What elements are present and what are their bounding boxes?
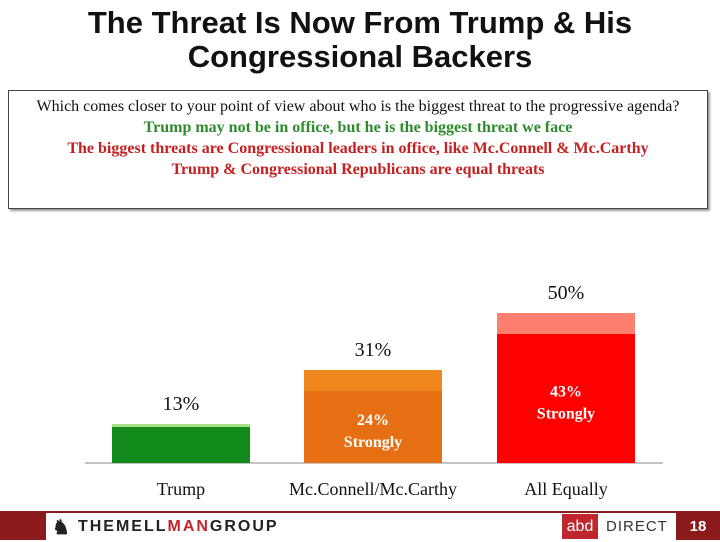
question-text: Which comes closer to your point of view…: [36, 98, 680, 115]
bar-chart: 13% Trump 31% 24% Strongly Mc.Connell/Mc.Cart…: [85, 282, 663, 499]
bar-soft-0: [112, 424, 250, 427]
strong-label-1: 24%: [357, 412, 389, 429]
logo-part-the: THE: [77, 518, 116, 535]
strong-sublabel-1: Strongly: [344, 434, 402, 451]
page-title: The Threat Is Now From Trump & His Congr…: [0, 6, 720, 74]
mellman-group-logo: ♞ THE MELL MAN GROUP: [52, 515, 279, 539]
category-label-1: Mc.Connell/Mc.Carthy: [289, 479, 457, 499]
logo-part-group: GROUP: [209, 518, 279, 535]
page-number: 18: [676, 513, 720, 540]
abd-logo: abd: [562, 514, 598, 539]
footer: ♞ THE MELL MAN GROUP abd DIRECT 18: [0, 511, 720, 542]
bar-strong-1: [304, 391, 442, 463]
total-label-2: 50%: [548, 282, 585, 304]
option-congressional-leaders: The biggest threats are Congressional le…: [67, 140, 649, 157]
strong-sublabel-2: Strongly: [537, 406, 595, 423]
logo-part-mell: MELL: [115, 518, 168, 535]
category-label-2: All Equally: [524, 479, 608, 499]
category-label-0: Trump: [157, 479, 205, 499]
bar-strong-2: [497, 334, 635, 463]
strong-label-2: 43%: [550, 384, 582, 401]
option-trump: Trump may not be in office, but he is th…: [143, 119, 573, 136]
chess-knight-icon: ♞: [52, 516, 72, 539]
option-equal-threats: Trump & Congressional Republicans are eq…: [171, 161, 545, 178]
footer-accent-bar: [0, 513, 46, 540]
title-text: The Threat Is Now From Trump & His Congr…: [87, 5, 633, 74]
bar-soft-1: [304, 370, 442, 391]
direct-logo: DIRECT: [606, 518, 668, 535]
total-label-0: 13%: [163, 393, 200, 415]
logo-part-man: MAN: [167, 518, 210, 535]
total-label-1: 31%: [355, 339, 392, 361]
question-box: Which comes closer to your point of view…: [8, 90, 708, 209]
bar-strong-0: [112, 427, 250, 463]
bar-soft-2: [497, 313, 635, 334]
